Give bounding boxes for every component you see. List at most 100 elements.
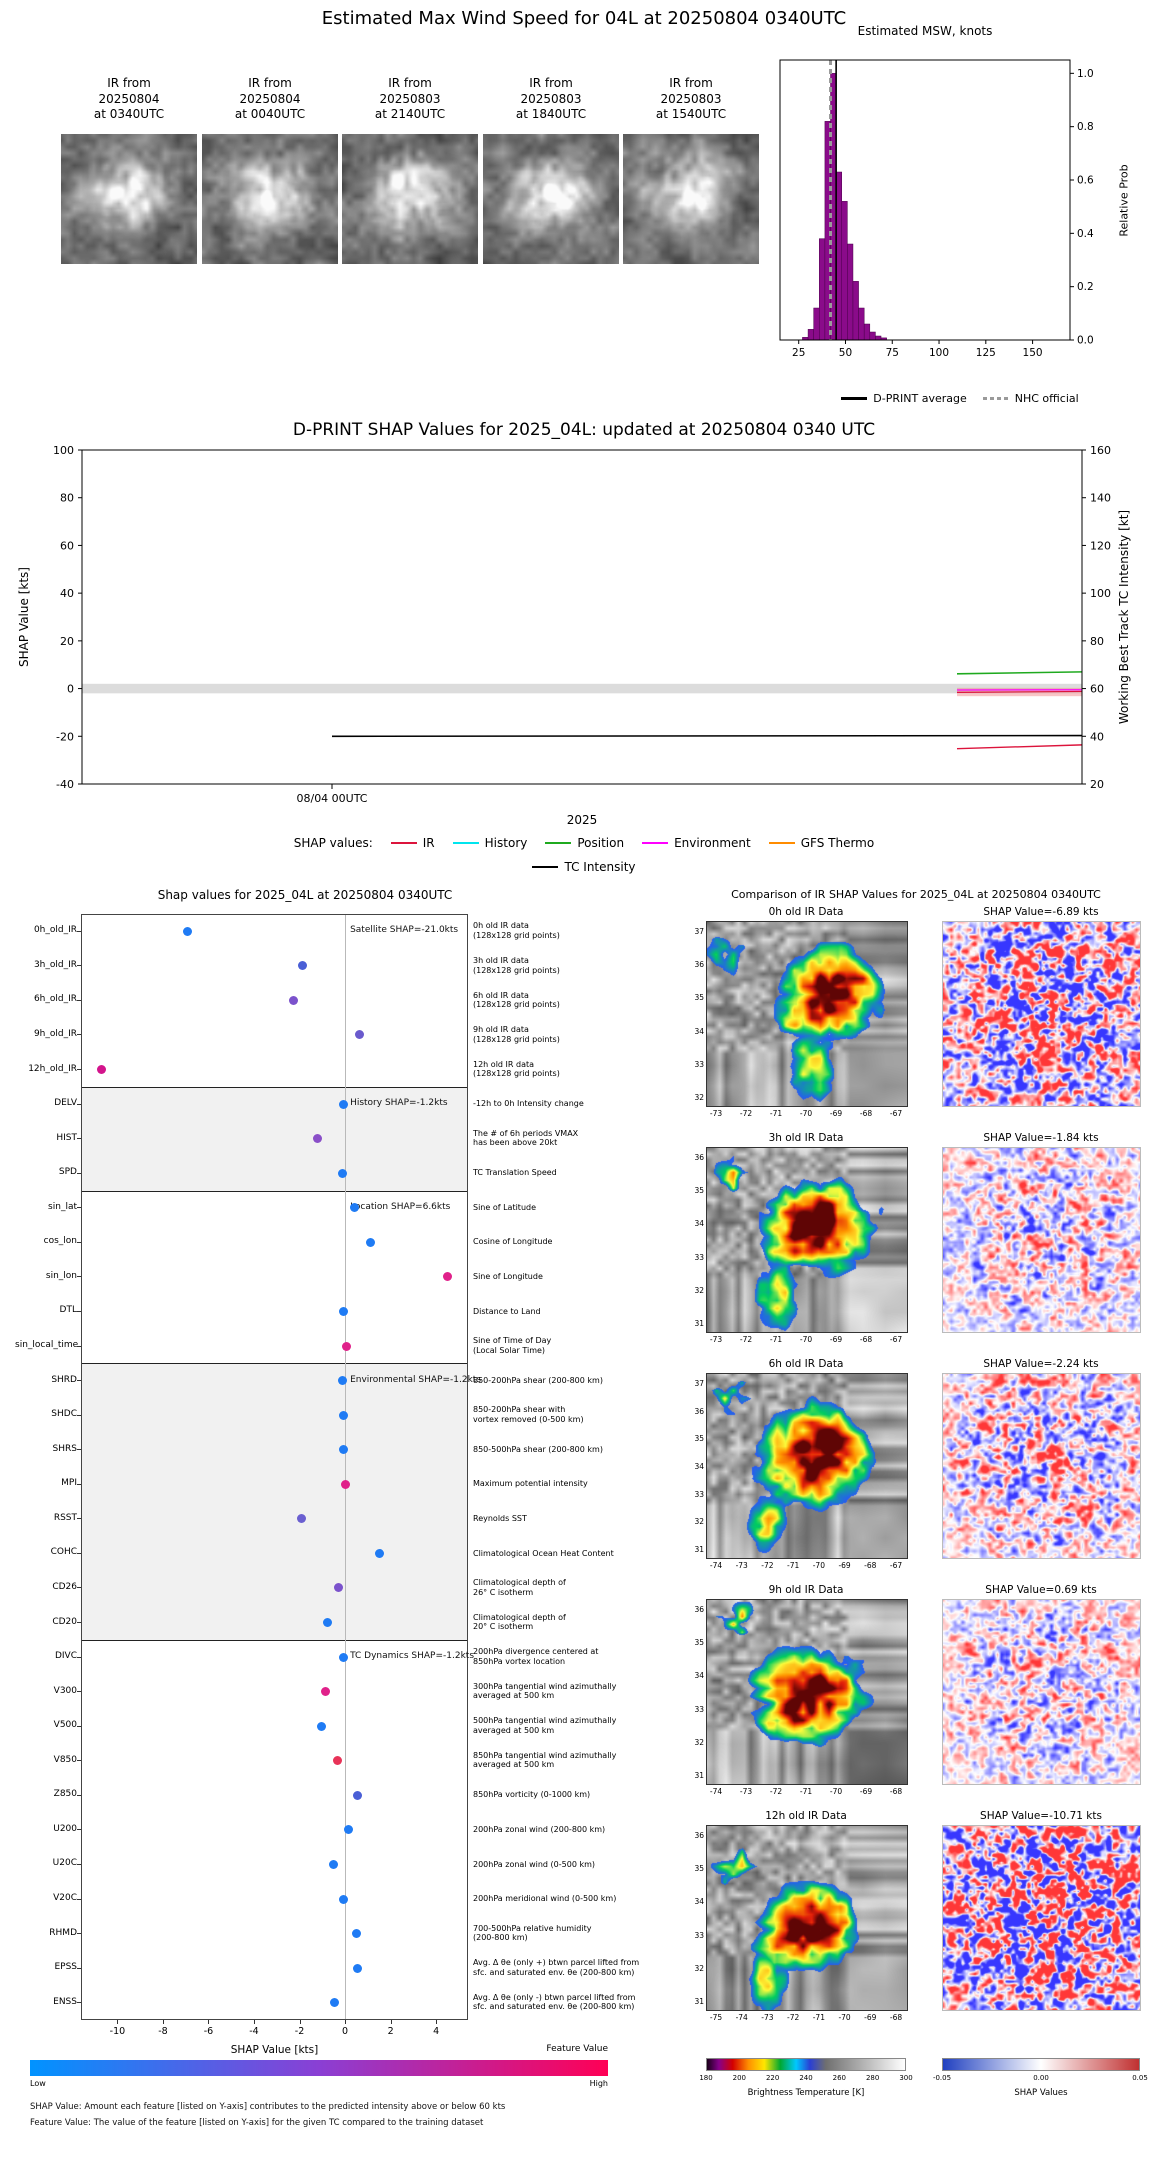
longitude-tick: -72 <box>769 1787 783 1796</box>
shap-map-title: SHAP Value=-2.24 kts <box>983 1358 1099 1370</box>
feature-dot <box>365 1237 375 1247</box>
feature-tick <box>77 1380 81 1382</box>
legend-item: GFS Thermo <box>768 836 874 850</box>
feature-row-label: RHMD <box>49 1927 77 1938</box>
feature-dot <box>297 1514 307 1524</box>
ir-map-title: 0h old IR Data <box>768 906 844 918</box>
longitude-tick: -68 <box>889 2013 903 2022</box>
feature-row-label: DTL <box>59 1305 77 1316</box>
longitude-tick: -69 <box>859 1787 873 1796</box>
shap-colorbar-tick: 0.00 <box>1033 2074 1049 2082</box>
legend-label: TC Intensity <box>564 860 636 874</box>
feature-tick <box>77 1622 81 1624</box>
feature-dot <box>329 1859 339 1869</box>
legend-label: NHC official <box>1014 392 1079 405</box>
x-tick-label: -8 <box>158 2026 168 2037</box>
ir-thumbnail-image <box>202 134 338 264</box>
x-tick-label: 100 <box>929 347 949 359</box>
latitude-tick: 36 <box>694 1605 704 1614</box>
feature-description: 850-200hPa shear (200-800 km) <box>473 1375 603 1385</box>
feature-dot <box>183 926 193 936</box>
feature-row-label: MPI <box>61 1478 77 1489</box>
x-tick-label: 150 <box>1023 347 1043 359</box>
feature-dot <box>333 1583 343 1593</box>
right-tick-label: 40 <box>1090 730 1104 743</box>
feature-row-label: V500 <box>53 1720 77 1731</box>
ir-thumbnail-label: IR from 20250803 at 2140UTC <box>374 76 446 122</box>
feature-tick <box>77 1967 81 1969</box>
latitude-tick: 31 <box>694 1319 704 1328</box>
ir-map-title: 6h old IR Data <box>768 1358 844 1370</box>
x-tick <box>254 2020 255 2024</box>
feature-tick <box>77 1691 81 1693</box>
latitude-tick: 36 <box>694 960 704 970</box>
latitude-tick: 31 <box>694 1771 704 1780</box>
ir-thumbnail-label: IR from 20250804 at 0340UTC <box>93 76 165 122</box>
legend-swatch <box>841 397 868 400</box>
feature-dot <box>313 1134 323 1144</box>
feature-dot <box>443 1272 452 1282</box>
feature-row-label: SHRD <box>51 1374 77 1385</box>
feature-dot <box>339 1445 349 1455</box>
feature-description: 850hPa tangential wind azimuthally avera… <box>473 1750 617 1770</box>
longitude-tick: -71 <box>787 1561 800 1570</box>
shap-map-title: SHAP Value=-10.71 kts <box>980 1810 1102 1822</box>
feature-tick <box>77 1069 81 1071</box>
bt-colorbar-tick: 180 <box>699 2074 713 2082</box>
longitude-tick: -75 <box>709 2013 723 2022</box>
latitude-tick: 33 <box>694 1930 704 1940</box>
feature-description: Climatological depth of 20° C isotherm <box>473 1612 566 1632</box>
x-tick-label: 0 <box>342 2026 349 2037</box>
figure-title: Estimated Max Wind Speed for 04L at 2025… <box>321 8 847 29</box>
group-shap-label: TC Dynamics SHAP=-1.2kts <box>350 1651 475 1662</box>
feature-description: 200hPa meridional wind (0-500 km) <box>473 1894 617 1904</box>
feature-tick <box>77 1103 81 1105</box>
feature-row-label: sin_lat <box>48 1201 77 1212</box>
feature-tick <box>77 1552 81 1554</box>
shap-map-canvas <box>942 1599 1141 1785</box>
legend-item: D-PRINT average <box>841 392 967 405</box>
feature-description: 200hPa zonal wind (0-500 km) <box>473 1859 595 1869</box>
feature-row-label: HIST <box>56 1132 77 1143</box>
longitude-tick: -70 <box>829 1787 843 1796</box>
legend-item: NHC official <box>982 392 1079 405</box>
longitude-tick: -70 <box>812 1561 825 1570</box>
legend-item: Environment <box>642 836 751 850</box>
feature-tick <box>77 1207 81 1209</box>
bt-colorbar-tick: 240 <box>799 2074 813 2082</box>
feature-row-label: SPD <box>58 1167 77 1178</box>
feature-tick <box>77 1172 81 1174</box>
histogram-ylabel: Relative Prob <box>1117 164 1131 237</box>
shap-map-canvas <box>942 1147 1141 1333</box>
longitude-tick: -70 <box>838 2013 851 2022</box>
feature-description: 700-500hPa relative humidity (200-800 km… <box>473 1923 592 1943</box>
comparison-title: Comparison of IR SHAP Values for 2025_04… <box>731 888 1101 901</box>
feature-plot-frame <box>81 914 468 2020</box>
feature-row-label: 0h_old_IR <box>33 925 77 936</box>
feature-description: Cosine of Longitude <box>473 1237 553 1247</box>
longitude-tick: -73 <box>739 1787 753 1796</box>
group-shading <box>81 1363 468 1640</box>
histogram-bar <box>852 281 859 341</box>
feature-description: Climatological depth of 26° C isotherm <box>473 1578 566 1597</box>
x-tick-label: 4 <box>433 2026 440 2037</box>
feature-row-label: 3h_old_IR <box>33 959 77 970</box>
feature-tick <box>77 1483 81 1485</box>
feature-description: Sine of Time of Day (Local Solar Time) <box>473 1336 552 1355</box>
x-tick-label: 08/04 00UTC <box>296 792 367 805</box>
legend-swatch <box>642 841 669 845</box>
feature-dot <box>289 995 299 1005</box>
feature-tick <box>77 965 81 967</box>
left-tick-label: 100 <box>53 444 74 457</box>
feature-description: Climatological Ocean Heat Content <box>473 1548 614 1558</box>
feature-description: Maximum potential intensity <box>473 1479 588 1489</box>
y-tick-label: 0.2 <box>1077 281 1094 293</box>
feature-row-label: V850 <box>53 1754 77 1765</box>
legend-item: History <box>452 836 527 850</box>
ir-map-canvas <box>706 1599 908 1785</box>
feature-tick <box>77 930 81 932</box>
group-shading <box>81 1086 468 1191</box>
feature-dot <box>374 1548 384 1558</box>
ir-map-canvas <box>706 1825 908 2011</box>
feature-dot <box>339 1652 349 1662</box>
